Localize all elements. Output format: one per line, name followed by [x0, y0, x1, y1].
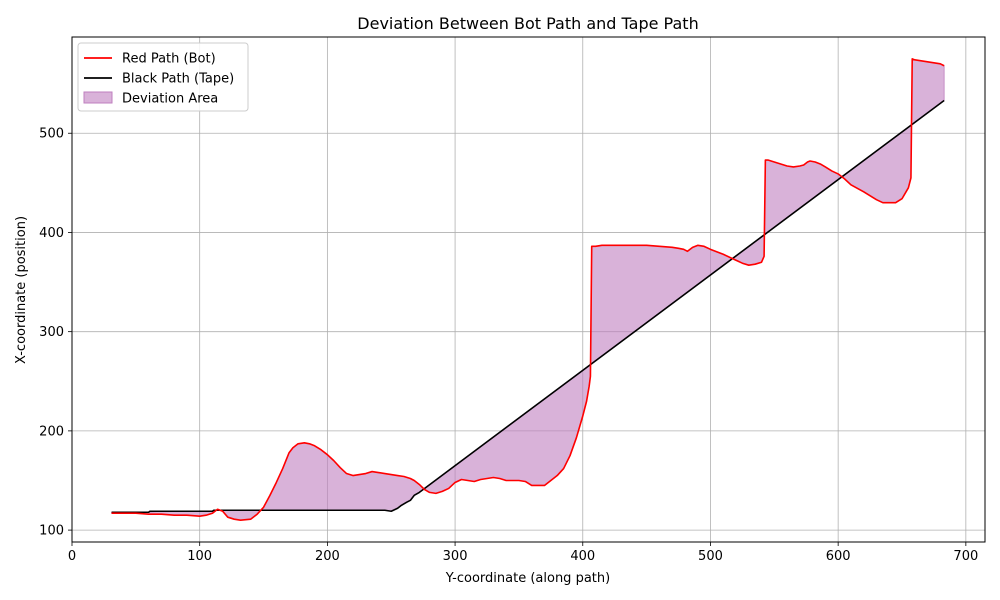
legend-label: Red Path (Bot)	[122, 52, 216, 67]
red-path-line	[111, 58, 945, 521]
black-path-line	[111, 99, 945, 514]
x-tick-label: 600	[826, 549, 851, 564]
legend-label: Deviation Area	[122, 92, 218, 107]
y-tick-label: 500	[39, 127, 64, 142]
x-tick-label: 400	[570, 549, 595, 564]
legend-label: Black Path (Tape)	[122, 72, 234, 87]
x-tick-label: 200	[315, 549, 340, 564]
x-tick-label: 100	[187, 549, 212, 564]
x-tick-label: 0	[68, 549, 76, 564]
legend: Red Path (Bot) Black Path (Tape) Deviation…	[77, 42, 249, 112]
x-axis-label: Y-coordinate (along path)	[445, 571, 610, 586]
x-tick-label: 700	[953, 549, 978, 564]
x-tick-label: 300	[443, 549, 468, 564]
legend-swatch-area	[83, 91, 113, 104]
chart-title: Deviation Between Bot Path and Tape Path	[357, 14, 698, 33]
series-lines	[111, 58, 945, 521]
y-tick-label: 400	[39, 226, 64, 241]
plot-frame	[71, 36, 986, 543]
y-tick-label: 300	[39, 325, 64, 340]
y-tick-label: 100	[39, 524, 64, 539]
legend-box	[77, 42, 249, 112]
x-tick-label: 500	[698, 549, 723, 564]
y-axis-label: X-coordinate (position)	[14, 216, 29, 364]
axis-ticks: 0 100 200 300 400 500 600 700 100 200 300 400 500	[39, 127, 978, 564]
y-tick-label: 200	[39, 424, 64, 439]
